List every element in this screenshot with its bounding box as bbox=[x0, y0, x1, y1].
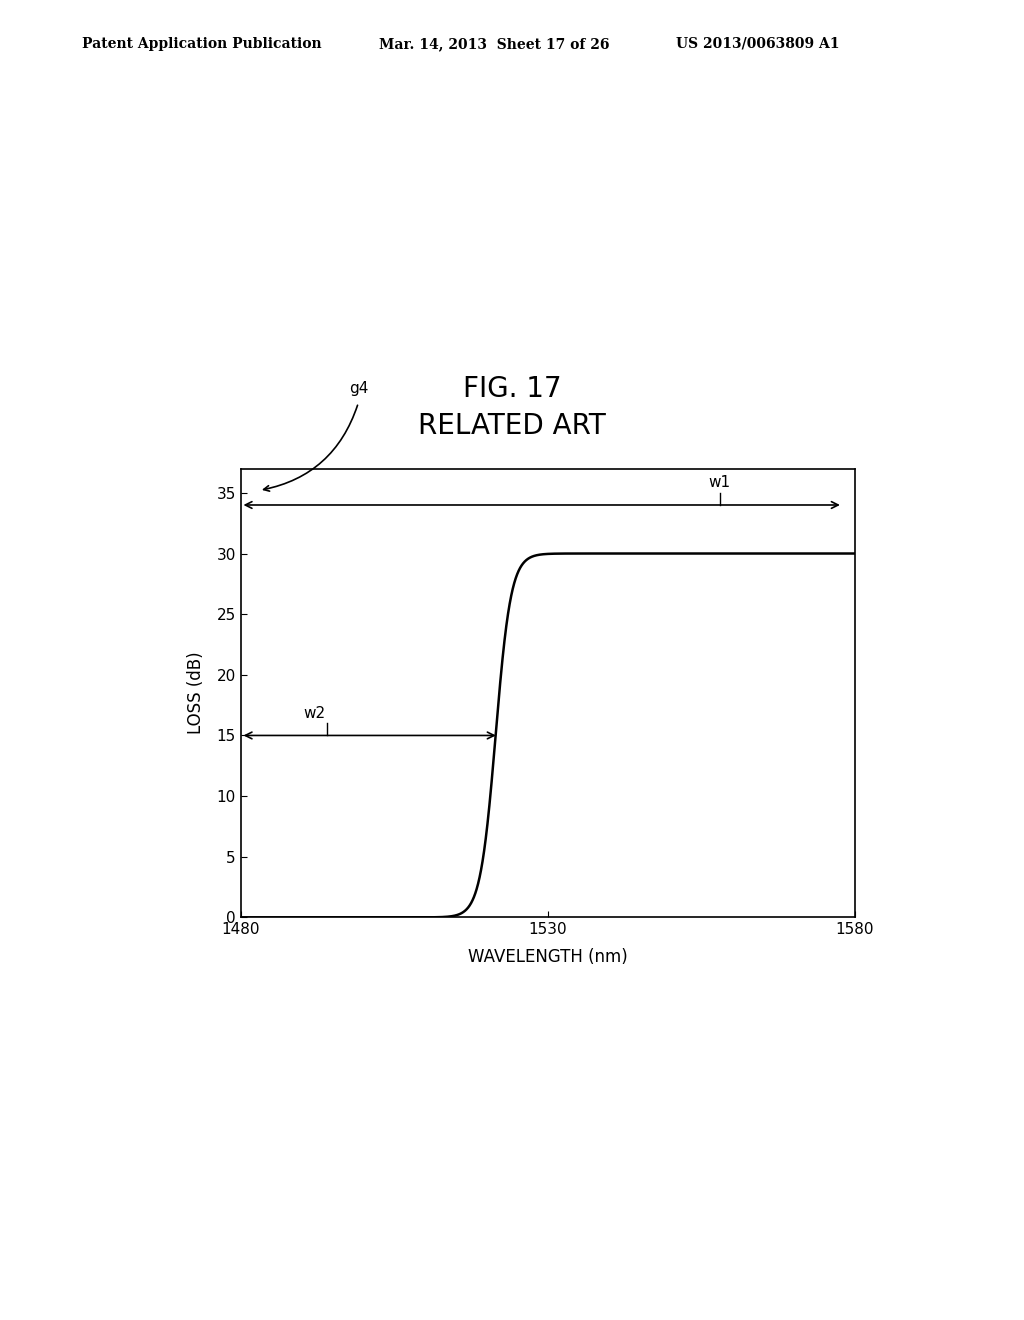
Text: Mar. 14, 2013  Sheet 17 of 26: Mar. 14, 2013 Sheet 17 of 26 bbox=[379, 37, 609, 51]
Text: w1: w1 bbox=[709, 475, 731, 491]
Text: RELATED ART: RELATED ART bbox=[418, 412, 606, 440]
Text: FIG. 17: FIG. 17 bbox=[463, 375, 561, 403]
Text: Patent Application Publication: Patent Application Publication bbox=[82, 37, 322, 51]
X-axis label: WAVELENGTH (nm): WAVELENGTH (nm) bbox=[468, 948, 628, 966]
Y-axis label: LOSS (dB): LOSS (dB) bbox=[187, 652, 205, 734]
Text: w2: w2 bbox=[303, 706, 326, 721]
Text: US 2013/0063809 A1: US 2013/0063809 A1 bbox=[676, 37, 840, 51]
Text: g4: g4 bbox=[349, 381, 368, 396]
